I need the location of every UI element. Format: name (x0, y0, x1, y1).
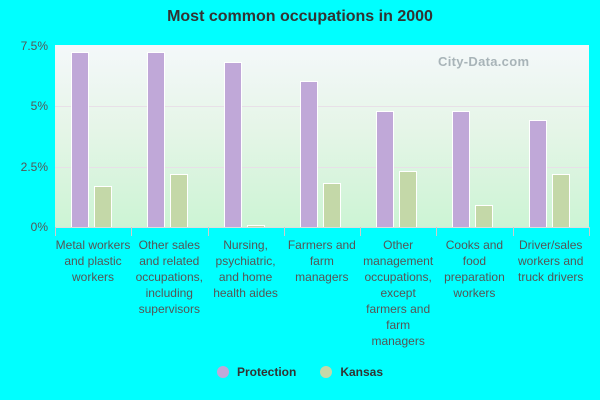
bar-protection[interactable] (376, 110, 395, 227)
x-axis-label: Cooks and food preparation workers (444, 238, 505, 300)
plot-area (55, 45, 589, 227)
chart-title: Most common occupations in 2000 (167, 8, 433, 25)
bar-protection[interactable] (147, 52, 166, 227)
bar-kansas[interactable] (399, 171, 418, 227)
x-tick (55, 227, 56, 236)
bar-protection[interactable] (71, 52, 89, 227)
gridline (55, 106, 589, 107)
y-tick-label: 2.5% (20, 160, 48, 174)
bar-protection[interactable] (528, 120, 547, 227)
bar-kansas[interactable] (475, 205, 494, 227)
legend: Protection Kansas (0, 365, 600, 379)
legend-label: Protection (236, 365, 297, 379)
legend-label: Kansas (340, 365, 384, 379)
bar-kansas[interactable] (322, 183, 341, 227)
legend-item-kansas[interactable]: Kansas (320, 365, 383, 379)
bar-kansas[interactable] (246, 224, 265, 227)
x-tick (360, 227, 362, 236)
bar-protection[interactable] (223, 62, 242, 227)
x-axis-label: Nursing, psychiatric, and home health ai… (213, 238, 278, 300)
bar-protection[interactable] (452, 110, 471, 227)
x-axis-label: Driver/sales workers and truck drivers (518, 238, 584, 284)
x-tick (436, 227, 438, 236)
x-axis-label: Other sales and related occupations, inc… (135, 238, 203, 316)
x-axis-label: Other management occupations, except far… (363, 238, 434, 348)
y-tick-label: 5% (30, 99, 48, 113)
x-tick (283, 227, 285, 236)
bar-kansas[interactable] (94, 185, 112, 227)
legend-item-protection[interactable]: Protection (216, 365, 297, 379)
x-tick (512, 227, 514, 236)
x-axis-label: Farmers and farm managers (287, 238, 356, 284)
x-axis-label: Metal workers and plastic workers (55, 238, 131, 284)
x-tick (207, 227, 209, 236)
watermark: City-Data.com (438, 54, 530, 69)
bar-kansas[interactable] (170, 173, 189, 227)
x-tick (589, 227, 590, 236)
bar-kansas[interactable] (551, 173, 570, 227)
x-tick (131, 227, 133, 236)
y-tick-label: 0% (30, 220, 48, 234)
bar-protection[interactable] (299, 81, 318, 227)
y-tick-label: 7.5% (20, 39, 48, 53)
x-axis-line (55, 227, 589, 228)
legend-swatch (216, 366, 229, 378)
legend-swatch (320, 366, 333, 378)
gridline (55, 167, 589, 168)
